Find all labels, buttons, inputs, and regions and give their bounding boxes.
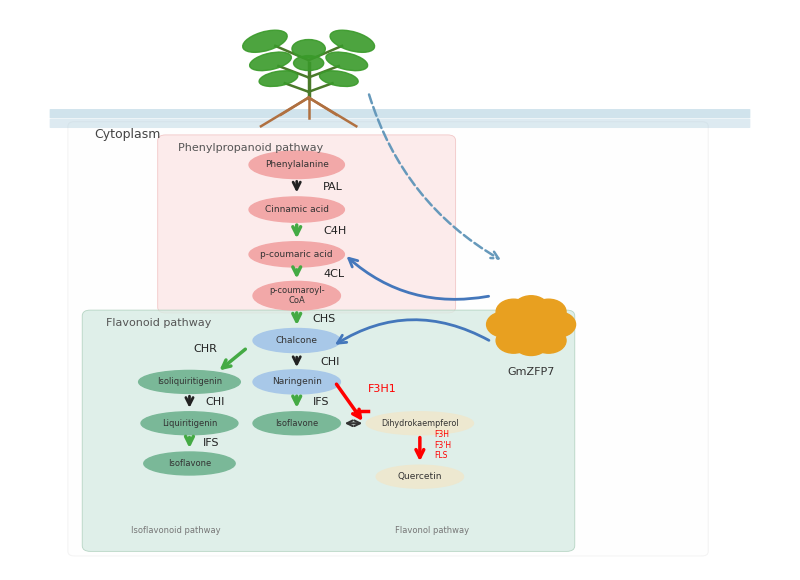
Circle shape — [504, 312, 539, 337]
Text: F3H1: F3H1 — [368, 384, 397, 394]
Circle shape — [486, 312, 522, 337]
Text: Cytoplasm: Cytoplasm — [94, 128, 161, 142]
FancyBboxPatch shape — [68, 122, 708, 556]
Ellipse shape — [366, 412, 474, 435]
FancyBboxPatch shape — [50, 109, 750, 118]
FancyBboxPatch shape — [50, 119, 750, 128]
Circle shape — [514, 330, 549, 356]
Text: p-coumaroyl-
CoA: p-coumaroyl- CoA — [269, 286, 325, 306]
Ellipse shape — [253, 412, 341, 435]
Text: CHI: CHI — [206, 397, 225, 407]
Ellipse shape — [138, 371, 240, 393]
Text: C4H: C4H — [323, 226, 346, 237]
Text: Naringenin: Naringenin — [272, 378, 322, 386]
Text: Flavonol pathway: Flavonol pathway — [394, 525, 469, 535]
Text: Flavonoid pathway: Flavonoid pathway — [106, 318, 211, 328]
Circle shape — [496, 328, 531, 353]
Ellipse shape — [253, 328, 341, 353]
FancyBboxPatch shape — [158, 135, 456, 313]
Ellipse shape — [249, 197, 344, 222]
Text: Cinnamic acid: Cinnamic acid — [265, 205, 329, 214]
Text: GmZFP7: GmZFP7 — [507, 367, 554, 376]
Ellipse shape — [242, 30, 287, 52]
Ellipse shape — [249, 242, 344, 267]
Text: Chalcone: Chalcone — [276, 336, 318, 345]
Text: Quercetin: Quercetin — [398, 472, 442, 481]
Text: IFS: IFS — [203, 438, 219, 448]
Text: PAL: PAL — [323, 182, 343, 191]
Text: CHI: CHI — [321, 357, 340, 367]
Text: Isoflavone: Isoflavone — [168, 459, 211, 468]
Ellipse shape — [330, 30, 374, 52]
FancyBboxPatch shape — [82, 310, 574, 552]
Text: Phenylalanine: Phenylalanine — [265, 160, 329, 169]
Text: p-coumaric acid: p-coumaric acid — [261, 250, 333, 259]
Text: CHR: CHR — [194, 343, 218, 354]
Ellipse shape — [144, 452, 235, 475]
Circle shape — [496, 299, 531, 324]
Circle shape — [531, 328, 566, 353]
Text: Dihydrokaempferol: Dihydrokaempferol — [381, 419, 458, 428]
Text: Isoflavone: Isoflavone — [275, 419, 318, 428]
Ellipse shape — [253, 370, 341, 394]
Text: Liquiritigenin: Liquiritigenin — [162, 419, 217, 428]
Text: F3H
F3'H
FLS: F3H F3'H FLS — [434, 430, 451, 460]
Ellipse shape — [326, 52, 368, 71]
Ellipse shape — [259, 71, 298, 86]
Circle shape — [523, 312, 558, 337]
Ellipse shape — [249, 151, 344, 179]
Text: Isoflavonoid pathway: Isoflavonoid pathway — [131, 525, 221, 535]
Ellipse shape — [141, 412, 238, 435]
Ellipse shape — [319, 71, 358, 86]
Text: IFS: IFS — [313, 397, 329, 407]
Ellipse shape — [253, 281, 341, 310]
Ellipse shape — [376, 465, 463, 488]
Ellipse shape — [294, 56, 324, 71]
Text: Phenylpropanoid pathway: Phenylpropanoid pathway — [178, 143, 323, 153]
Text: Isoliquiritigenin: Isoliquiritigenin — [157, 378, 222, 386]
Ellipse shape — [250, 52, 291, 71]
Text: CHS: CHS — [313, 314, 336, 324]
Text: 4CL: 4CL — [323, 269, 344, 279]
Circle shape — [514, 296, 549, 321]
Circle shape — [531, 299, 566, 324]
Circle shape — [541, 312, 575, 337]
Ellipse shape — [292, 39, 326, 58]
